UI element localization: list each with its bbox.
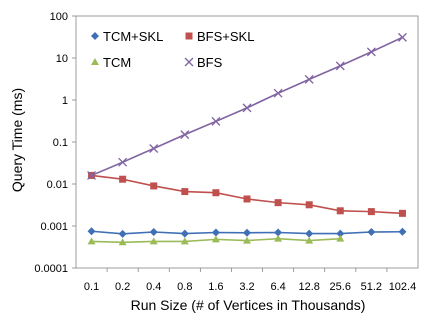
x-tick-label: 6.4 — [270, 281, 285, 293]
data-point-tcm — [211, 235, 220, 243]
data-point-tcm-skl — [336, 229, 345, 238]
series-line-bfs-skl — [91, 174, 403, 215]
plot-area: 0.0001 0.001 0.01 0.1 1 10 100 0.1 0.2 0.4 0.8 1.6 3… — [34, 11, 419, 293]
legend-label-bfs: BFS — [197, 55, 223, 70]
legend-label-bfs-skl: BFS+SKL — [197, 29, 254, 44]
data-point-tcm — [87, 237, 96, 245]
data-point-tcm — [305, 236, 314, 244]
data-point-bfs — [335, 61, 345, 71]
series-bfs — [87, 32, 407, 180]
y-tick-label: 1 — [62, 95, 68, 107]
legend-marker-tcm-skl — [91, 32, 99, 40]
legend-label-tcm-skl: TCM+SKL — [103, 29, 163, 44]
data-point-tcm — [243, 236, 251, 244]
data-point-bfs-skl — [119, 175, 127, 183]
y-tick-label: 0.1 — [53, 137, 68, 149]
data-point-bfs — [366, 47, 376, 57]
legend-item-tcm: TCM — [91, 55, 131, 70]
data-point-tcm-skl — [180, 229, 189, 238]
legend-item-bfs: BFS — [184, 55, 223, 70]
data-point-tcm-skl — [118, 229, 127, 238]
data-point-bfs — [149, 144, 159, 153]
series-bfs-skl — [88, 171, 406, 217]
data-point-tcm-skl — [367, 227, 376, 236]
data-point-tcm-skl — [243, 228, 251, 237]
x-tick-label: 3.2 — [239, 281, 254, 293]
x-tick-label: 25.6 — [330, 281, 351, 293]
legend-item-bfs-skl: BFS+SKL — [185, 29, 254, 44]
data-point-bfs-skl — [336, 207, 344, 215]
data-point-bfs — [242, 103, 252, 113]
legend-item-tcm-skl: TCM+SKL — [91, 29, 163, 44]
data-point-tcm-skl — [149, 227, 158, 236]
legend-label-tcm: TCM — [103, 55, 131, 70]
x-axis-title: Run Size (# of Vertices in Thousands) — [131, 297, 366, 313]
data-point-bfs-skl — [274, 199, 282, 207]
x-tick-label: 0.8 — [177, 281, 192, 293]
data-point-tcm — [274, 234, 283, 242]
data-point-tcm-skl — [87, 227, 96, 236]
data-point-bfs-skl — [212, 189, 220, 197]
data-point-bfs — [397, 32, 407, 42]
x-tick-label: 0.1 — [84, 281, 99, 293]
y-tick-label: 0.01 — [47, 179, 68, 191]
data-point-tcm-skl — [274, 228, 283, 237]
data-point-tcm — [180, 237, 189, 245]
y-tick-label: 10 — [56, 53, 68, 65]
x-tick-label: 0.2 — [115, 281, 130, 293]
series-line-bfs — [91, 36, 403, 177]
y-tick-label: 0.001 — [40, 221, 68, 233]
y-tick-label: 0.0001 — [34, 263, 68, 275]
data-point-bfs — [87, 170, 97, 180]
data-point-bfs — [211, 116, 221, 126]
data-point-bfs — [118, 157, 128, 167]
data-point-bfs — [273, 88, 283, 98]
data-point-tcm-skl — [305, 229, 314, 238]
data-point-bfs — [304, 74, 314, 84]
data-point-bfs-skl — [150, 182, 158, 190]
legend-marker-bfs-skl — [185, 32, 193, 40]
data-point-bfs — [180, 130, 190, 140]
legend-marker-tcm — [91, 58, 99, 65]
data-point-bfs-skl — [398, 209, 406, 217]
legend-marker-bfs — [184, 57, 194, 67]
data-point-tcm — [149, 237, 158, 245]
y-tick-label: 100 — [50, 11, 68, 23]
x-tick-label: 0.4 — [146, 281, 161, 293]
data-point-tcm-skl — [398, 227, 407, 236]
series-tcm-skl — [87, 227, 407, 238]
data-point-tcm — [336, 234, 345, 242]
x-tick-label: 12.8 — [298, 281, 319, 293]
x-tick-label: 102.4 — [389, 281, 417, 293]
data-point-bfs-skl — [305, 201, 313, 209]
data-point-tcm — [118, 238, 127, 246]
data-point-tcm-skl — [211, 228, 220, 237]
data-point-bfs-skl — [181, 188, 189, 196]
y-axis-title: Query Time (ms) — [9, 88, 25, 192]
data-point-bfs-skl — [367, 208, 375, 216]
x-tick-label: 1.6 — [208, 281, 223, 293]
x-tick-label: 51.2 — [361, 281, 382, 293]
series-tcm — [87, 234, 345, 246]
legend: TCM+SKL BFS+SKL TCM BFS — [91, 29, 254, 70]
data-point-bfs-skl — [243, 195, 251, 203]
